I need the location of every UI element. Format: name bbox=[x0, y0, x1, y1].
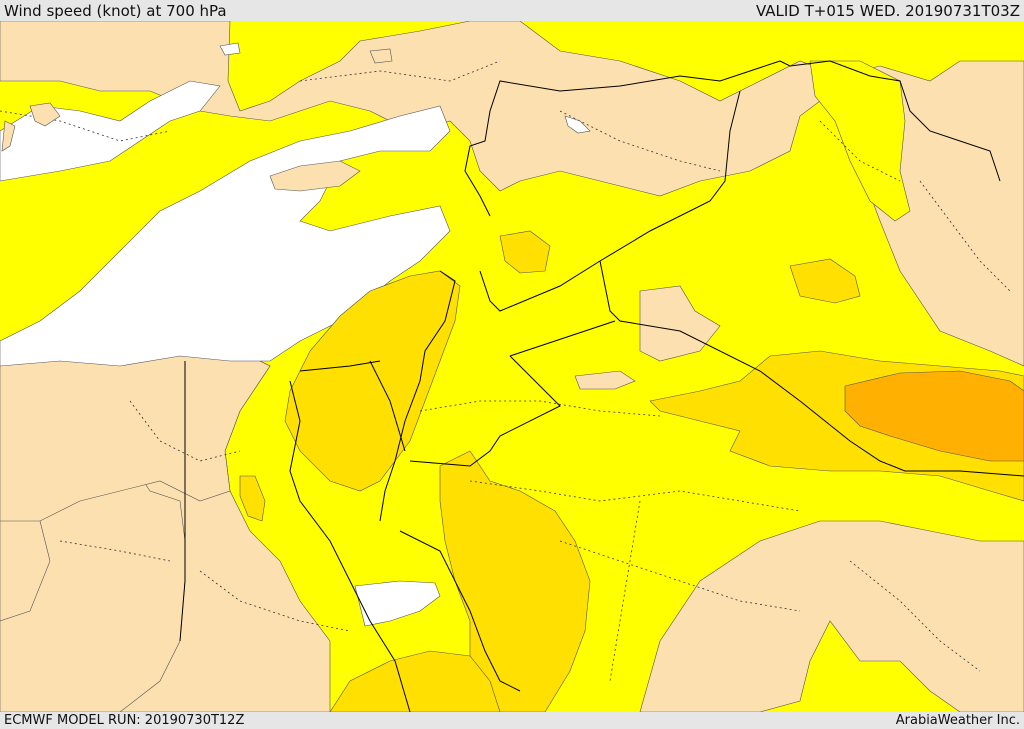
low-wind-southeast bbox=[639, 520, 1024, 712]
low-wind-southwest-patch bbox=[0, 350, 271, 522]
national-borders bbox=[179, 60, 1024, 712]
model-run: ECMWF MODEL RUN: 20190730T12Z bbox=[4, 713, 245, 728]
valid-time: VALID T+015 WED. 20190731T03Z bbox=[755, 2, 1020, 20]
strong-wind-core bbox=[844, 370, 1024, 462]
moderate-wind-sinai bbox=[284, 270, 461, 492]
map-canvas bbox=[0, 21, 1024, 712]
low-wind-east-plain bbox=[639, 285, 721, 362]
brand-credit: ArabiaWeather Inc. bbox=[895, 713, 1020, 728]
map-title: Wind speed (knot) at 700 hPa bbox=[4, 2, 227, 20]
low-wind-inner-patch bbox=[574, 370, 636, 390]
footer-bar: ECMWF MODEL RUN: 20190730T12Z ArabiaWeat… bbox=[0, 712, 1024, 729]
header-bar: Wind speed (knot) at 700 hPa VALID T+015… bbox=[0, 0, 1024, 21]
wind-map[interactable] bbox=[0, 21, 1024, 712]
moderate-wind-north-patch bbox=[499, 230, 551, 274]
moderate-wind-south bbox=[329, 650, 501, 712]
lakes bbox=[219, 42, 591, 134]
cyprus-island bbox=[269, 160, 361, 192]
low-wind-northeast-tongue bbox=[809, 60, 911, 222]
moderate-wind-western-blob bbox=[239, 475, 266, 522]
islands bbox=[1, 48, 393, 192]
red-sea-calm bbox=[354, 580, 441, 627]
moderate-wind-east-patch bbox=[789, 258, 861, 304]
moderate-wind-hejaz bbox=[439, 450, 591, 712]
regional-boundaries bbox=[0, 60, 1011, 682]
levant-sea-calm bbox=[0, 105, 451, 367]
